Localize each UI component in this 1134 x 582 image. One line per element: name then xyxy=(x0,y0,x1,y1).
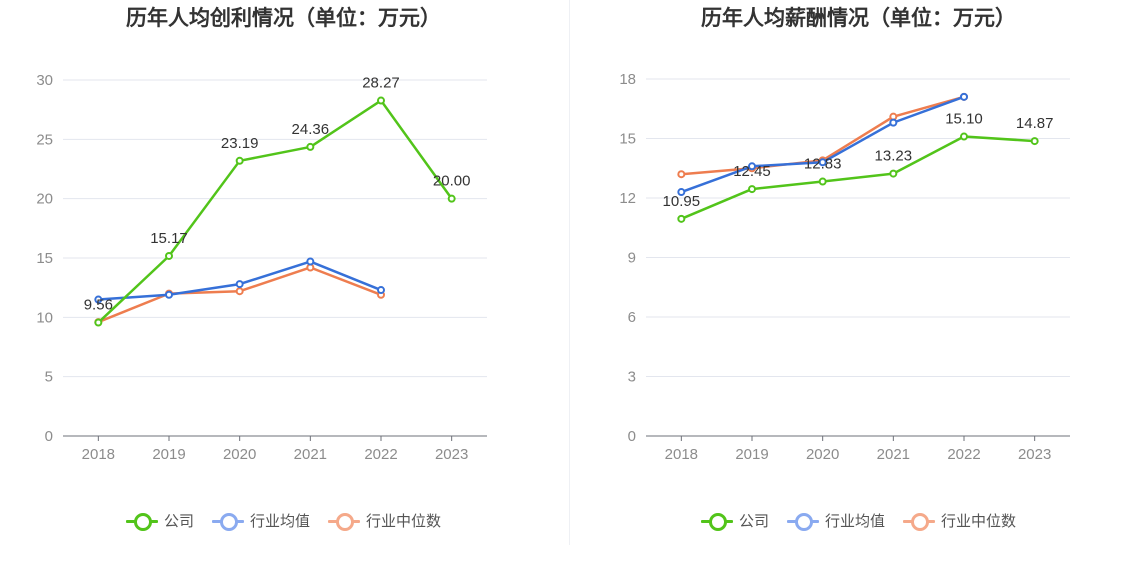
chart-title: 历年人均创利情况（单位：万元） xyxy=(126,6,441,30)
legend-swatch-icon xyxy=(328,511,360,531)
legend-item-company[interactable]: 公司 xyxy=(125,510,194,531)
data-point xyxy=(165,251,173,260)
x-tick-label: 2021 xyxy=(877,446,910,463)
legend-label: 公司 xyxy=(738,512,769,530)
x-tick-label: 2019 xyxy=(735,446,768,463)
y-tick-label: 12 xyxy=(619,190,636,207)
chart-plot-salary: 0 3 6 9 12 15 18 2018 2019 2020 2021 2022 2023 10.95 1… xyxy=(619,71,1070,463)
data-point xyxy=(235,280,244,289)
data-label: 14.87 xyxy=(1016,115,1054,132)
chart-title: 历年人均薪酬情况（单位：万元） xyxy=(701,6,1016,30)
y-tick-label: 3 xyxy=(628,369,636,386)
y-tick-label: 9 xyxy=(628,250,636,267)
x-tick-label: 2023 xyxy=(435,446,468,463)
data-point xyxy=(889,169,898,178)
legend-item-industry-median[interactable]: 行业中位数 xyxy=(903,510,1016,531)
data-point xyxy=(960,132,968,141)
legend-item-industry-median[interactable]: 行业中位数 xyxy=(328,510,441,531)
legend-swatch-icon xyxy=(125,511,158,531)
data-point xyxy=(447,194,456,203)
data-point xyxy=(94,318,103,327)
data-point xyxy=(235,287,244,296)
x-tick-label: 2021 xyxy=(294,446,327,463)
legend-label: 行业均值 xyxy=(824,512,885,530)
data-point xyxy=(377,286,385,295)
legend-item-industry-avg[interactable]: 行业均值 xyxy=(211,510,310,531)
data-label: 24.36 xyxy=(292,121,330,138)
data-point xyxy=(306,142,315,151)
data-point xyxy=(889,118,898,127)
data-label: 23.19 xyxy=(221,135,259,152)
x-tick-label: 2018 xyxy=(665,446,698,463)
x-tick-label: 2023 xyxy=(1018,446,1051,463)
legend-swatch-icon xyxy=(786,511,819,531)
legend-swatch-icon xyxy=(211,511,244,531)
series-line xyxy=(680,135,1035,220)
x-tick-label: 2020 xyxy=(806,446,839,463)
data-label: 12.45 xyxy=(733,163,771,180)
data-label: 15.10 xyxy=(945,111,983,128)
legend-swatch-icon xyxy=(903,511,935,531)
data-label: 28.27 xyxy=(362,75,400,92)
data-label: 20.00 xyxy=(433,173,471,190)
data-point xyxy=(748,185,756,194)
legend-item-company[interactable]: 公司 xyxy=(700,510,769,531)
data-point xyxy=(1030,137,1039,146)
data-point xyxy=(677,214,686,223)
chart-legend: 公司 行业均值 行业中位数 xyxy=(583,510,1134,531)
data-point xyxy=(377,96,385,105)
legend-swatch-icon xyxy=(700,511,733,531)
x-tick-label: 2019 xyxy=(152,446,185,463)
chart-plot-profit: 0 5 10 15 20 25 30 2018 2019 2020 2021 2022 2023 9.56… xyxy=(36,72,487,463)
x-tick-label: 2022 xyxy=(947,446,980,463)
data-label: 12.83 xyxy=(804,156,842,173)
y-tick-label: 15 xyxy=(619,131,636,148)
data-point xyxy=(306,257,315,266)
data-point xyxy=(960,92,968,101)
data-point xyxy=(235,156,244,165)
y-tick-label: 10 xyxy=(36,309,53,326)
y-tick-label: 30 xyxy=(36,72,53,89)
y-tick-label: 6 xyxy=(628,309,636,326)
x-tick-label: 2018 xyxy=(82,446,115,463)
legend-label: 行业中位数 xyxy=(366,512,442,530)
y-tick-label: 18 xyxy=(619,71,636,88)
data-label: 10.95 xyxy=(663,193,701,210)
chart-panel-salary: 历年人均薪酬情况（单位：万元） 0 3 6 9 12 15 18 2018 2019 2020 20… xyxy=(583,0,1134,582)
data-point xyxy=(165,290,173,299)
y-tick-label: 25 xyxy=(36,131,53,148)
y-tick-label: 5 xyxy=(45,369,53,386)
legend-label: 公司 xyxy=(163,512,194,530)
data-point xyxy=(818,177,827,186)
chart-legend: 公司 行业均值 行业中位数 xyxy=(0,510,567,531)
series-line xyxy=(97,99,453,324)
panel-divider xyxy=(569,0,570,545)
legend-item-industry-avg[interactable]: 行业均值 xyxy=(786,510,885,531)
data-point xyxy=(94,295,103,304)
chart-panel-profit: 历年人均创利情况（单位：万元） 0 5 10 15 20 25 30 2018 2019 2020… xyxy=(0,6,567,531)
data-point xyxy=(818,158,827,167)
data-point xyxy=(677,170,686,179)
data-point xyxy=(677,188,686,197)
data-label: 9.56 xyxy=(84,297,113,314)
data-point xyxy=(748,162,756,171)
data-label: 13.23 xyxy=(875,148,913,165)
y-tick-label: 0 xyxy=(628,428,636,445)
x-tick-label: 2020 xyxy=(223,446,256,463)
legend-label: 行业均值 xyxy=(249,512,310,530)
y-tick-label: 20 xyxy=(36,191,53,208)
legend-label: 行业中位数 xyxy=(941,512,1017,530)
y-tick-label: 0 xyxy=(45,428,53,445)
data-label: 15.17 xyxy=(150,230,188,247)
y-tick-label: 15 xyxy=(36,250,53,267)
x-tick-label: 2022 xyxy=(364,446,397,463)
